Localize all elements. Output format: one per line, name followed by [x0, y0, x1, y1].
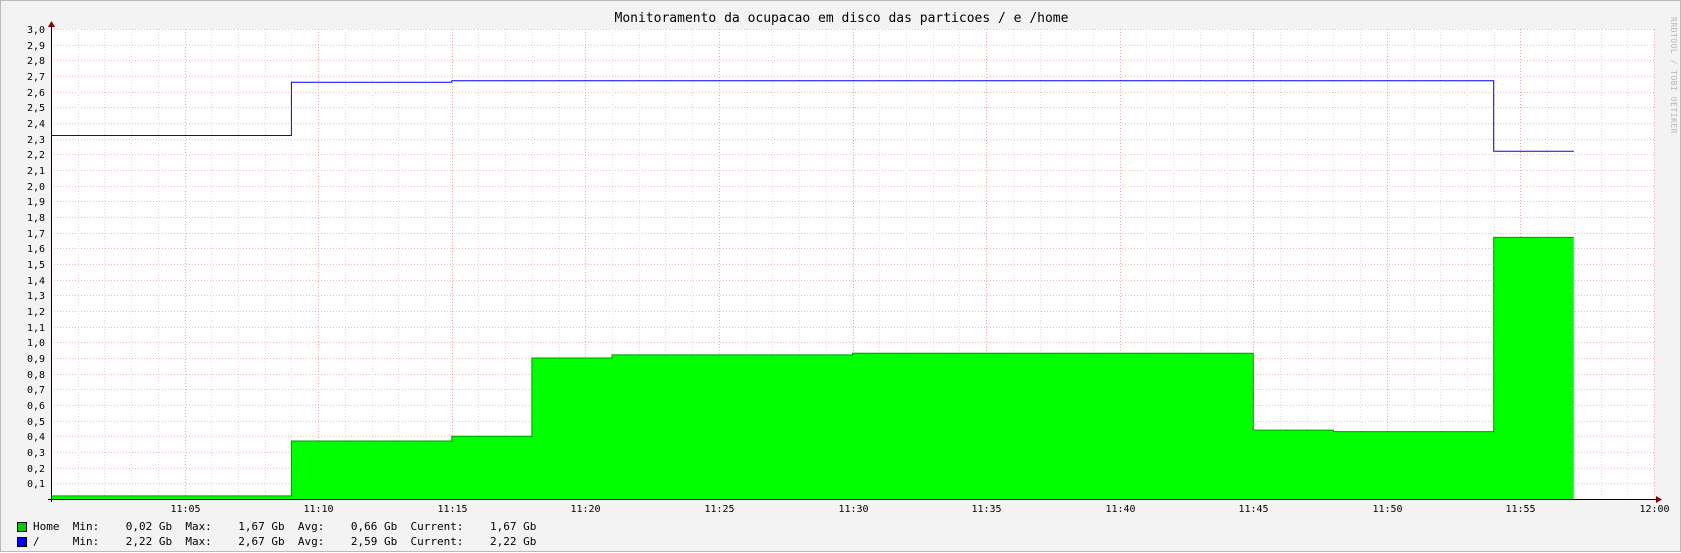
- y-tick-label: 2,2: [27, 150, 45, 161]
- y-tick-label: 1,1: [27, 323, 45, 334]
- y-tick-label: 2,6: [27, 88, 45, 99]
- legend-row-root: / Min: 2,22 Gb Max: 2,67 Gb Avg: 2,59 Gb…: [17, 534, 536, 549]
- rrdtool-watermark: RRDTOOL / TOBI OETIKER: [1669, 17, 1678, 134]
- legend-text-root: / Min: 2,22 Gb Max: 2,67 Gb Avg: 2,59 Gb…: [33, 535, 537, 548]
- y-tick-label: 0,6: [27, 401, 45, 412]
- y-tick-label: 1,5: [27, 260, 45, 271]
- x-tick-label: 11:15: [437, 504, 467, 515]
- y-tick-label: 0,8: [27, 370, 45, 381]
- x-tick-label: 11:05: [170, 504, 200, 515]
- x-tick-label: 11:30: [838, 504, 868, 515]
- x-tick-label: 12:00: [1639, 504, 1669, 515]
- y-tick-label: 1,0: [27, 338, 45, 349]
- y-tick-label: 1,3: [27, 291, 45, 302]
- x-tick-label: 11:40: [1105, 504, 1135, 515]
- x-tick-label: 11:10: [303, 504, 333, 515]
- y-tick-label: 2,1: [27, 166, 45, 177]
- x-tick-label: 11:25: [704, 504, 734, 515]
- x-tick-label: 11:20: [570, 504, 600, 515]
- legend: Home Min: 0,02 Gb Max: 1,67 Gb Avg: 0,66…: [17, 519, 536, 549]
- y-tick-label: 2,4: [27, 119, 45, 130]
- series-layer: [51, 80, 1574, 499]
- legend-swatch-root: [17, 536, 27, 547]
- y-tick-label: 2,5: [27, 103, 45, 114]
- y-tick-label: 1,6: [27, 244, 45, 255]
- y-tick-label: 0,7: [27, 385, 45, 396]
- x-tick-label: 11:50: [1372, 504, 1402, 515]
- y-tick-label: 0,4: [27, 432, 45, 443]
- y-tick-label: 2,8: [27, 56, 45, 67]
- tick-labels: 0,1 0,2 0,3 0,4 0,5 0,6 0,7 0,8 0,9 1,0 1,1 1,2 1,3 1…: [27, 25, 1670, 515]
- y-tick-label: 0,5: [27, 417, 45, 428]
- x-tick-label: 11:55: [1505, 504, 1535, 515]
- axes: [48, 21, 1662, 503]
- x-tick-label: 11:45: [1238, 504, 1268, 515]
- y-tick-label: 1,9: [27, 197, 45, 208]
- series-outline-home: [51, 236, 1574, 497]
- y-tick-label: 1,2: [27, 307, 45, 318]
- y-tick-label: 0,3: [27, 448, 45, 459]
- y-tick-label: 0,9: [27, 354, 45, 365]
- y-tick-label: 2,0: [27, 182, 45, 193]
- y-tick-label: 1,4: [27, 276, 45, 287]
- chart-title: Monitoramento da ocupacao em disco das p…: [614, 11, 1069, 26]
- legend-swatch-home: [17, 521, 27, 532]
- legend-text-home: Home Min: 0,02 Gb Max: 1,67 Gb Avg: 0,66…: [33, 520, 537, 533]
- y-tick-label: 2,3: [27, 135, 45, 146]
- y-tick-label: 0,1: [27, 479, 45, 490]
- y-tick-label: 1,8: [27, 213, 45, 224]
- x-tick-label: 11:35: [971, 504, 1001, 515]
- legend-row-home: Home Min: 0,02 Gb Max: 1,67 Gb Avg: 0,66…: [17, 519, 536, 534]
- y-tick-label: 1,7: [27, 229, 45, 240]
- y-tick-label: 2,9: [27, 41, 45, 52]
- x-axis-arrow: [1656, 496, 1662, 503]
- y-tick-label: 2,7: [27, 72, 45, 83]
- series-line-root: [51, 80, 1574, 152]
- y-tick-label: 3,0: [27, 25, 45, 36]
- y-tick-label: 0,2: [27, 464, 45, 475]
- series-area-home: [51, 237, 1574, 499]
- y-axis-arrow: [48, 21, 55, 27]
